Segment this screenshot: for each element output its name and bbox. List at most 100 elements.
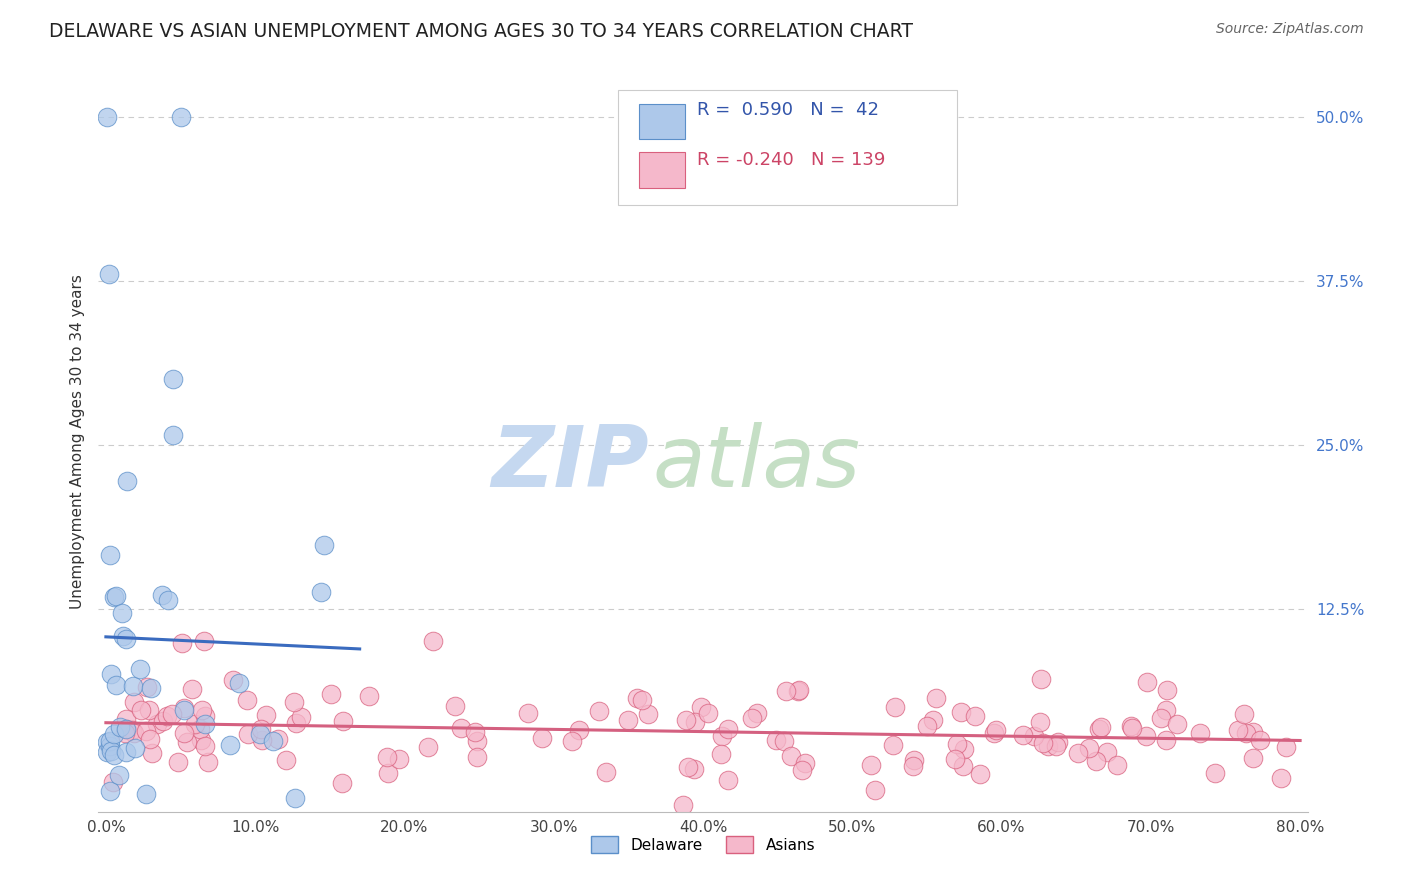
Point (631, 692, 654, 706)
Point (170, 110, 193, 124)
Point (115, 632, 138, 647)
Point (903, 753, 925, 767)
Point (1270, 771, 1292, 785)
Point (925, 691, 948, 706)
Point (180, 682, 202, 697)
Point (949, 705, 972, 719)
Point (105, 589, 128, 603)
Point (1012, 728, 1035, 742)
Point (284, 716, 307, 731)
Point (105, 677, 128, 691)
Point (1204, 766, 1226, 780)
Point (194, 708, 217, 723)
Point (697, 706, 720, 721)
Point (139, 681, 162, 696)
Point (332, 714, 354, 728)
Point (952, 758, 974, 772)
Point (946, 737, 969, 751)
Bar (638, 152, 685, 187)
Point (108, 720, 131, 734)
Point (98, 548, 121, 562)
Point (901, 758, 924, 772)
Point (122, 695, 145, 709)
Point (561, 734, 583, 748)
Point (115, 746, 138, 760)
Point (152, 714, 174, 728)
Text: R =  0.590   N =  42: R = 0.590 N = 42 (697, 101, 879, 119)
Point (190, 722, 212, 736)
Point (922, 713, 945, 727)
Bar (638, 104, 685, 139)
Point (190, 733, 212, 747)
Text: DELAWARE VS ASIAN UNEMPLOYMENT AMONG AGES 30 TO 34 YEARS CORRELATION CHART: DELAWARE VS ASIAN UNEMPLOYMENT AMONG AGE… (49, 22, 914, 41)
Point (162, 372, 184, 386)
Point (136, 680, 159, 694)
Point (530, 731, 553, 745)
Point (236, 692, 259, 706)
Point (139, 732, 162, 747)
Point (166, 755, 188, 769)
Point (1087, 722, 1109, 736)
Point (218, 738, 240, 752)
Point (173, 726, 195, 740)
Text: atlas: atlas (652, 422, 860, 505)
Point (786, 684, 808, 698)
Point (228, 676, 250, 690)
Point (135, 724, 157, 739)
Point (121, 723, 143, 738)
Point (1121, 721, 1143, 735)
Point (444, 698, 467, 713)
Point (194, 716, 217, 731)
Point (678, 760, 700, 774)
Text: R = -0.240   N = 139: R = -0.240 N = 139 (697, 152, 886, 169)
Point (717, 772, 740, 787)
Point (1135, 729, 1157, 743)
Point (377, 765, 399, 780)
Point (115, 723, 138, 737)
Point (983, 726, 1005, 740)
Point (516, 706, 538, 720)
Point (1166, 717, 1188, 731)
Point (882, 738, 904, 752)
Point (568, 723, 591, 737)
Point (794, 756, 817, 770)
Point (969, 767, 991, 781)
Point (141, 746, 163, 760)
Point (1154, 703, 1177, 717)
Point (464, 724, 486, 739)
Point (1022, 729, 1045, 743)
Point (100, 667, 122, 681)
Point (176, 735, 198, 749)
Point (1234, 726, 1257, 740)
Point (1029, 715, 1052, 730)
Point (290, 710, 312, 724)
Point (984, 723, 1007, 737)
Point (915, 719, 938, 733)
Point (709, 747, 731, 761)
Point (953, 741, 976, 756)
Point (101, 775, 124, 789)
Point (221, 673, 243, 687)
Point (1036, 739, 1059, 754)
Point (193, 634, 215, 648)
Point (135, 787, 157, 801)
Point (1188, 726, 1211, 740)
Point (129, 703, 152, 717)
Point (150, 588, 173, 602)
Point (157, 593, 180, 607)
Point (1032, 736, 1054, 750)
Point (637, 706, 659, 721)
Point (595, 765, 617, 780)
Point (780, 748, 803, 763)
Point (100, 744, 122, 758)
Point (107, 768, 129, 782)
Legend: Delaware, Asians: Delaware, Asians (585, 830, 821, 860)
Point (124, 741, 146, 756)
Point (138, 703, 160, 717)
Point (114, 726, 136, 740)
Point (775, 684, 797, 698)
Point (418, 739, 440, 754)
Point (745, 706, 768, 721)
Point (863, 782, 886, 797)
Point (1045, 739, 1067, 753)
